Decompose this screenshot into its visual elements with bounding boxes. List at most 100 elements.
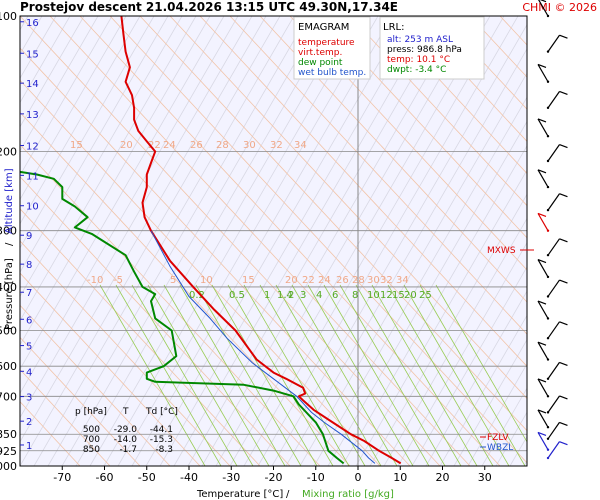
wind-barb-staff	[547, 279, 560, 297]
adiabat-label: 34	[396, 275, 409, 286]
adiabat-line	[289, 16, 527, 271]
wind-barb-base	[546, 159, 550, 163]
mixing-ratio-label: 12	[380, 290, 393, 301]
adiabat-label: 20	[120, 140, 133, 151]
altitude-tick-label: 9	[26, 231, 32, 242]
diagonal-grid-line	[411, 266, 527, 466]
diagonal-grid-line	[20, 16, 169, 273]
chart-title: Prostejov descent 21.04.2026 13:15 UTC 4…	[20, 0, 398, 14]
adiabat-label: 30	[367, 275, 380, 286]
legend-dew-point: dew point	[298, 58, 343, 68]
diagonal-grid-line	[313, 96, 527, 466]
profile-series	[20, 16, 402, 465]
mixing-ratio-line	[419, 284, 526, 466]
x-tick-label: 10	[393, 471, 407, 484]
diagonal-grid-line	[481, 387, 527, 466]
wind-barb-staff	[537, 300, 549, 319]
diagonal-grid-line	[20, 16, 141, 225]
legend-wet-bulb: wet bulb temp.	[298, 68, 366, 78]
wind-barb-base	[546, 14, 550, 18]
diagonal-grid-line	[523, 460, 527, 466]
wind-barb-base	[546, 456, 550, 460]
adiabat-line	[20, 176, 291, 466]
wind-barb-staff	[537, 118, 549, 137]
adiabat-label: 10	[200, 275, 213, 286]
diagonal-grid-line	[187, 16, 449, 466]
wind-barb-base	[546, 295, 550, 298]
mixing-ratio-line	[163, 284, 270, 466]
diagonal-grid-line	[355, 169, 527, 466]
wind-barb-staff	[547, 193, 560, 211]
adiabat-label: 34	[294, 140, 307, 151]
altitude-tick-label: 15	[26, 49, 39, 60]
adiabat-label: 28	[216, 140, 229, 151]
x-axis-label: Temperature [°C]	[196, 489, 283, 500]
wind-barb-base	[546, 208, 550, 212]
fzlv-label: FZLV	[487, 433, 509, 443]
x-tick-label: -20	[265, 471, 283, 484]
x-tick-label: -40	[180, 471, 198, 484]
table-header-td: Td [°C]	[145, 407, 178, 417]
adiabat-label: 32	[380, 275, 393, 286]
wind-barb-staff	[547, 321, 560, 339]
adiabat-label: 30	[243, 140, 256, 151]
diagonal-grid-line	[89, 16, 351, 466]
legend-temperature: temperature	[298, 38, 355, 48]
wind-barb-staff	[547, 91, 560, 109]
altitude-tick-label: 14	[26, 79, 39, 90]
diagonal-grid-line	[299, 72, 527, 466]
altitude-tick-label: 11	[26, 171, 39, 182]
table-header-p: p [hPa]	[75, 407, 107, 417]
wind-barb-flag	[537, 431, 547, 436]
wind-barb-flag	[559, 90, 568, 96]
diagonal-grid-line	[327, 120, 527, 466]
adiabat-label: 15	[70, 140, 83, 151]
x-tick-label: 0	[355, 471, 362, 484]
adiabat-label: 28	[352, 275, 365, 286]
wind-barb-staff	[538, 0, 549, 17]
wind-barb-staff	[547, 395, 560, 413]
diagonal-grid-line	[173, 16, 435, 466]
wind-barb-flag	[559, 321, 568, 326]
table-cell: 700	[83, 435, 100, 445]
mixing-ratio-label: 6	[332, 290, 338, 301]
adiabat-line	[20, 240, 231, 466]
wind-barb-staff	[547, 34, 560, 52]
x-axis-title: Temperature [°C] / Mixing ratio [g/kg]	[196, 489, 394, 500]
pressure-tick-label: 200	[0, 145, 17, 158]
wind-barb-flag	[559, 395, 568, 400]
wind-barb-flag	[537, 212, 547, 217]
adiabat-line	[20, 79, 381, 466]
diagonal-grid-line	[215, 16, 477, 466]
altitude-tick-label: 6	[26, 315, 32, 326]
table-cell: -15.3	[150, 435, 173, 445]
table-cell: -14.0	[114, 435, 138, 445]
diagonal-grid-line	[425, 290, 527, 466]
wind-barb-base	[546, 135, 550, 138]
mixing-ratio-line	[147, 284, 254, 466]
adiabat-line	[20, 111, 351, 466]
wind-barb-flag	[559, 421, 568, 426]
adiabat-label: 24	[163, 140, 176, 151]
adiabat-label: 22	[148, 140, 161, 151]
wind-barb-base	[546, 426, 550, 429]
wind-barb-staff	[547, 441, 560, 459]
diagonal-grid-line	[20, 16, 155, 249]
altitude-tick-label: 7	[26, 288, 32, 299]
legend-virt-temp: virt.temp.	[298, 48, 342, 58]
wind-barb-staff	[537, 213, 549, 232]
diagonal-grid-line	[20, 16, 239, 395]
lrl-panel: LRL: alt: 253 m ASL press: 986.8 hPa tem…	[379, 16, 485, 80]
adiabat-line	[20, 368, 111, 466]
series-temperature	[120, 16, 402, 465]
altitude-tick-label: 2	[26, 417, 32, 428]
mixing-ratio-labels: 15 20 22 24 26 28 30 32 34-10 -5 5 10 15 20 22 24 26 28 30…	[70, 140, 432, 301]
adiabat-label: 32	[270, 140, 283, 151]
wind-barb-base	[546, 229, 550, 232]
mixing-ratio-line	[275, 284, 382, 466]
diagonal-grid-line	[538, 16, 600, 466]
wind-barb-base	[546, 80, 550, 83]
diagonal-grid-line	[20, 16, 225, 370]
mixing-ratio-line	[195, 284, 302, 466]
axes: -70 -60 -50 -40 -30 -20 -10 0 10 20 30 100 200 300 400…	[0, 10, 492, 484]
